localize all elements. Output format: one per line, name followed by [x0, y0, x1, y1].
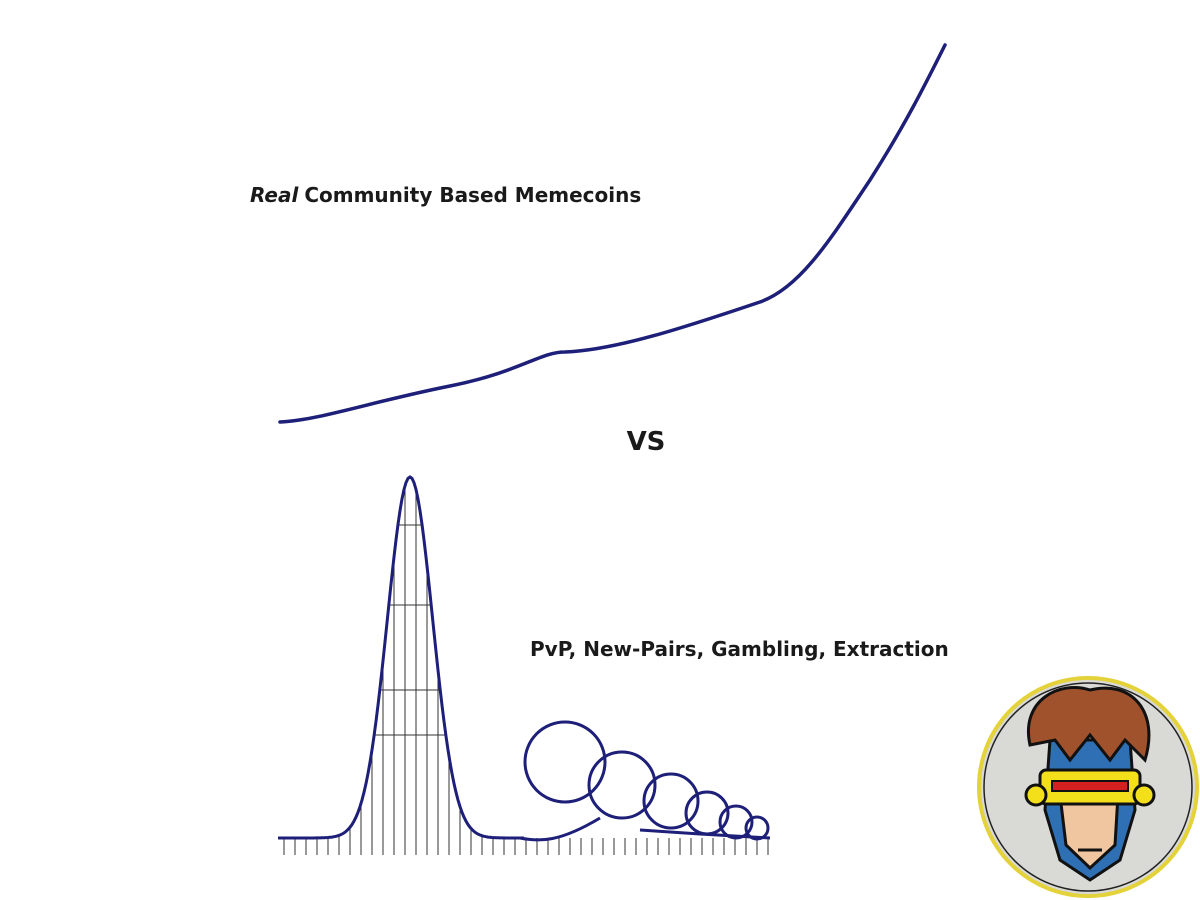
- avatar: [977, 676, 1199, 898]
- loop: [744, 815, 770, 841]
- coaster-supports: [283, 485, 769, 855]
- avatar-hair: [1027, 685, 1151, 763]
- avatar-ring: [983, 682, 1193, 892]
- bottom-label: PvP, New-Pairs, Gambling, Extraction: [530, 637, 949, 661]
- coaster-peak: [278, 475, 524, 840]
- loop: [587, 750, 657, 820]
- loop: [523, 720, 607, 804]
- vs-separator: VS: [627, 427, 666, 457]
- avatar-visor-lens: [1051, 780, 1129, 792]
- top-label: Real Community Based Memecoins: [250, 183, 641, 207]
- avatar-ear: [1132, 783, 1156, 807]
- loop: [718, 804, 754, 840]
- top-label-emphasis: Real: [250, 183, 299, 207]
- avatar-ear: [1024, 783, 1048, 807]
- loop: [642, 772, 700, 830]
- roller-coaster: [278, 475, 771, 855]
- growth-curve: [278, 43, 947, 424]
- loop-track: [519, 816, 771, 842]
- coaster-loops: [519, 720, 771, 842]
- top-label-text: Community Based Memecoins: [304, 183, 641, 207]
